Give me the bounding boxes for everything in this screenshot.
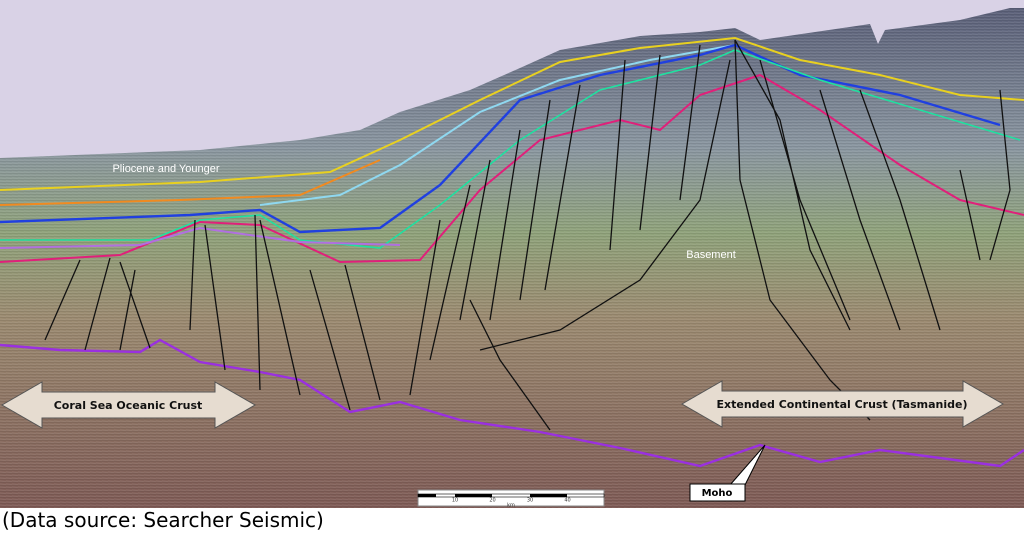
unit-label: Basement: [686, 249, 736, 261]
faults: [44, 39, 1011, 431]
scale-bar-seg: [418, 494, 436, 497]
arrow: [680, 380, 1005, 428]
scale-bar-seg: [530, 494, 567, 497]
seismic-section: Pliocene and Younger Basement Coral Sea …: [0, 0, 1024, 509]
arrow-label: Extended Continental Crust (Tasmanide): [717, 398, 968, 411]
unit-label: Pliocene and Younger: [112, 163, 219, 175]
arrow: [0, 381, 257, 429]
callout-label: Moho: [702, 488, 733, 499]
scale-bar-seg: [455, 494, 492, 497]
horizons: [0, 36, 1024, 468]
scale-unit: km: [507, 503, 515, 509]
caption: (Data source: Searcher Seismic): [2, 508, 324, 532]
scale-tick-label: 10: [452, 498, 458, 504]
callout: [729, 444, 766, 486]
scale-bar-track: [417, 493, 605, 498]
arrow-label: Coral Sea Oceanic Crust: [54, 399, 203, 412]
callout-box: [689, 483, 746, 502]
seismic-texture: [0, 8, 1024, 508]
scale-tick-label: 20: [489, 498, 495, 504]
scale-bar: [417, 489, 605, 507]
scale-tick-label: 30: [527, 498, 533, 504]
scale-tick-label: 40: [564, 498, 570, 504]
